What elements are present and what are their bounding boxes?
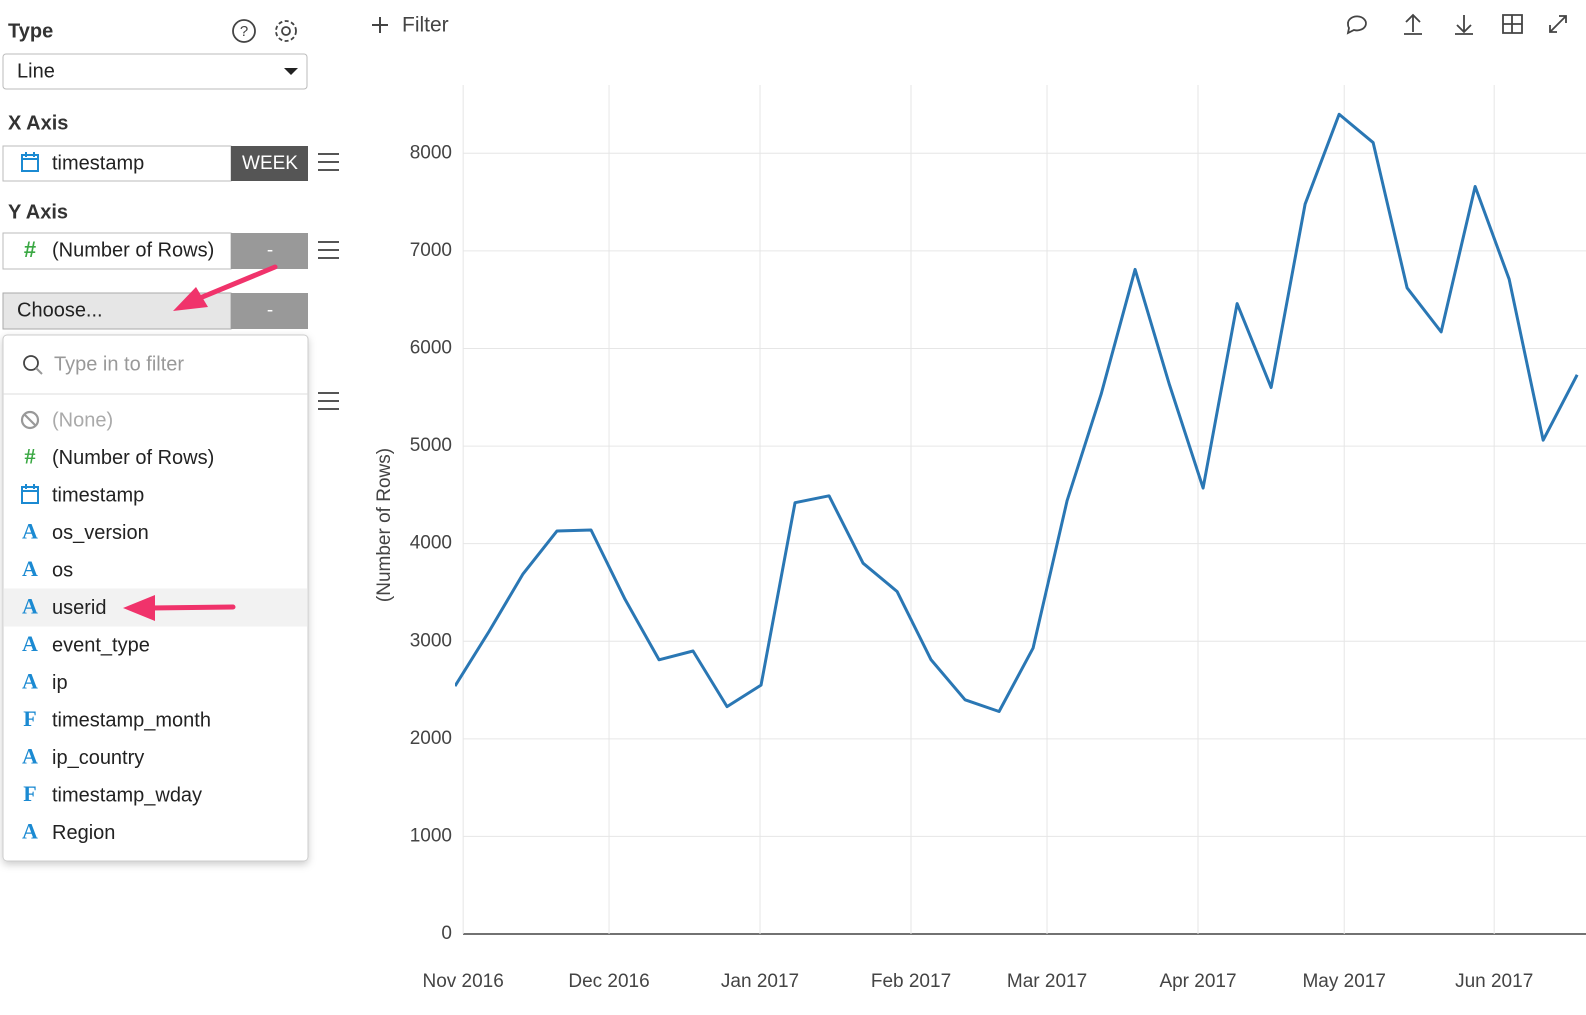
choose-label: Choose... [17,299,103,321]
number-icon: # [24,237,36,262]
x-menu[interactable] [318,153,339,171]
option-icon: A [22,594,38,619]
option-label: (Number of Rows) [52,447,214,469]
y-agg-button[interactable]: - [231,233,308,269]
x-unit-button[interactable]: WEEK [231,146,308,181]
y-tick-label: 4000 [410,533,452,554]
choose-agg: - [267,300,273,321]
upload-icon[interactable] [1404,13,1422,35]
option-label: ip_country [52,747,144,769]
chart: 0 1000 2000 3000 4000 5000 6000 7000 8000 Nov 201… [374,85,1586,992]
filter-button[interactable]: Filter [372,14,449,37]
x-tick-label: Jan 2017 [721,971,799,992]
extra-menu[interactable] [318,392,339,410]
option-label: ip [52,672,68,694]
filter-placeholder: Type in to filter [54,353,184,375]
type-value: Line [17,60,55,82]
none-icon [20,410,40,430]
y-tick-label: 0 [441,923,452,944]
dropdown: Type in to filter (None) # (Number of Rows… [2,334,309,862]
option-label: (None) [52,409,113,431]
help-glyph: ? [240,23,248,40]
option-icon: A [22,631,38,656]
option-icon: A [22,744,38,769]
x-tick-label: Jun 2017 [1455,971,1533,992]
option-label: event_type [52,634,150,656]
x-field[interactable]: timestamp [2,145,232,182]
x-tick-label: Mar 2017 [1007,971,1087,992]
y-tick-label: 5000 [410,435,452,456]
y-tick-label: 6000 [410,337,452,358]
option[interactable]: timestamp [21,484,144,506]
help-icon[interactable]: ? [232,19,256,43]
x-tick-label: May 2017 [1302,971,1385,992]
option-label: timestamp [52,484,144,506]
option[interactable]: # (Number of Rows) [25,444,215,469]
y-menu[interactable] [318,241,339,259]
option[interactable]: (None) [20,409,113,431]
x-axis-label: X Axis [8,112,68,134]
date-icon [21,484,39,504]
filter-label: Filter [402,14,449,37]
filter-input[interactable]: Type in to filter [23,353,184,375]
option-icon: # [25,444,36,469]
table-icon[interactable] [1502,14,1523,34]
option-label: timestamp_month [52,709,211,731]
y-tick-label: 8000 [410,142,452,163]
choose-field[interactable]: Choose... [2,292,232,330]
choose-agg-button[interactable]: - [231,293,308,329]
option-label: userid [52,597,106,619]
sidebar: Type ? Line X Axis timestamp WEEK Y Axis… [2,19,339,862]
option-icon: A [22,519,38,544]
type-label: Type [8,20,53,42]
expand-icon[interactable] [1549,15,1567,33]
plus-icon [372,17,388,33]
option-icon: F [23,706,36,731]
x-tick-label: Nov 2016 [422,971,503,992]
option-label: timestamp_wday [52,784,202,806]
download-icon[interactable] [1455,15,1473,35]
y-axis-title: (Number of Rows) [374,448,395,602]
option-icon: F [23,781,36,806]
x-tick-label: Apr 2017 [1159,971,1236,992]
type-select[interactable]: Line [2,53,308,90]
option-label: os [52,559,73,581]
x-unit: WEEK [242,153,298,174]
y-agg: - [267,240,273,261]
data-line [455,112,1579,714]
y-tick-label: 1000 [410,825,452,846]
y-axis-label: Y Axis [8,201,68,223]
comment-icon[interactable] [1346,15,1367,35]
y-field-name: (Number of Rows) [52,239,214,261]
option-label: Region [52,822,115,844]
y-tick-label: 3000 [410,630,452,651]
x-tick-label: Dec 2016 [568,971,649,992]
y-tick-label: 2000 [410,728,452,749]
option-icon: A [22,556,38,581]
x-field-name: timestamp [52,152,144,174]
settings-icon[interactable] [275,20,297,42]
option[interactable]: A Region [22,819,115,844]
y-field[interactable]: # (Number of Rows) [2,232,232,270]
x-tick-label: Feb 2017 [871,971,951,992]
option-icon: A [22,669,38,694]
annotation-arrows [123,264,278,621]
none-icon-slash [23,413,37,427]
y-tick-label: 7000 [410,240,452,261]
option-icon: A [22,819,38,844]
option-label: os_version [52,522,149,544]
